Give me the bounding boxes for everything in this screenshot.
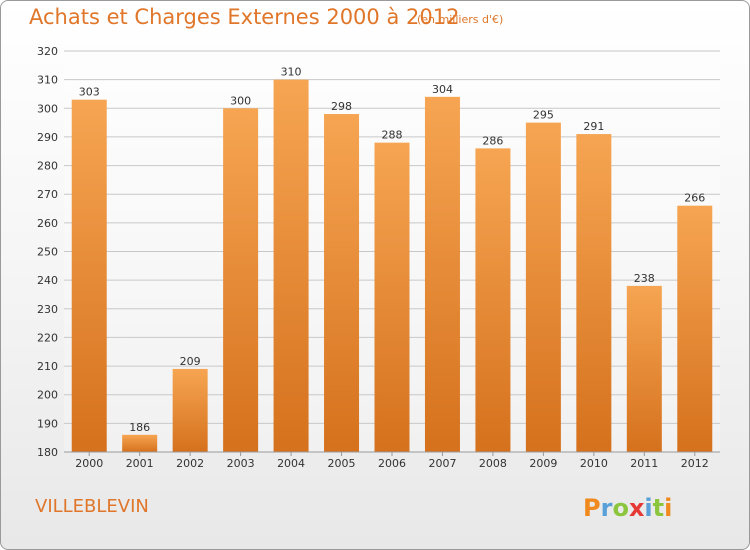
y-tick-label: 300 (37, 102, 58, 115)
data-label-2009: 295 (533, 109, 554, 122)
y-tick-label: 280 (37, 160, 58, 173)
x-tick-label: 2006 (378, 457, 406, 470)
data-label-2001: 186 (129, 421, 150, 434)
proxiti-logo: Proxiti (583, 494, 672, 522)
x-tick-label: 2001 (126, 457, 154, 470)
y-tick-label: 200 (37, 389, 58, 402)
chart-title: Achats et Charges Externes 2000 à 2012 (29, 5, 460, 29)
y-axis-ticks: 180 190 200 210 220 230 240 250 260 270 280 290 300 3… (37, 45, 58, 459)
y-tick-label: 290 (37, 131, 58, 144)
svg-text:Proxiti: Proxiti (583, 494, 672, 522)
data-label-2011: 238 (634, 272, 655, 285)
data-label-2002: 209 (180, 355, 201, 368)
x-tick-label: 2003 (227, 457, 255, 470)
x-tick-label: 2010 (580, 457, 608, 470)
data-label-2008: 286 (482, 134, 503, 147)
bar-2002 (172, 368, 208, 452)
x-tick-label: 2012 (681, 457, 709, 470)
bar-2010 (576, 134, 612, 453)
data-label-2000: 303 (79, 86, 100, 99)
y-tick-label: 230 (37, 303, 58, 316)
data-label-2003: 300 (230, 94, 251, 107)
y-tick-label: 210 (37, 360, 58, 373)
x-tick-label: 2008 (479, 457, 507, 470)
bar-2009 (525, 122, 561, 452)
x-tick-label: 2000 (75, 457, 103, 470)
bar-2004 (273, 79, 309, 453)
y-tick-label: 250 (37, 246, 58, 259)
data-label-2007: 304 (432, 83, 453, 96)
y-tick-label: 310 (37, 74, 58, 87)
y-tick-label: 190 (37, 417, 58, 430)
y-tick-label: 180 (37, 446, 58, 459)
y-tick-label: 270 (37, 188, 58, 201)
commune-name: VILLEBLEVIN (35, 496, 149, 517)
y-tick-label: 320 (37, 45, 58, 58)
bar-2007 (424, 96, 460, 452)
y-tick-label: 260 (37, 217, 58, 230)
x-tick-label: 2002 (176, 457, 204, 470)
bar-2003 (223, 108, 259, 453)
data-label-2005: 298 (331, 100, 352, 113)
bar-2001 (122, 434, 158, 452)
data-label-2004: 310 (281, 66, 302, 79)
bar-2011 (626, 285, 662, 452)
y-tick-label: 220 (37, 331, 58, 344)
bar-2005 (324, 114, 360, 452)
x-tick-label: 2005 (328, 457, 356, 470)
data-label-2012: 266 (684, 192, 705, 205)
x-tick-label: 2007 (428, 457, 456, 470)
data-label-2006: 288 (382, 129, 403, 142)
bar-2008 (475, 148, 511, 452)
bar-2006 (374, 142, 410, 452)
x-tick-label: 2004 (277, 457, 305, 470)
chart-subtitle: (en milliers d'€) (417, 13, 504, 26)
bars (71, 79, 713, 453)
bar-2000 (71, 99, 107, 452)
x-tick-label: 2009 (529, 457, 557, 470)
x-tick-label: 2011 (630, 457, 658, 470)
y-tick-label: 240 (37, 274, 58, 287)
data-labels: 303 186 209 300 310 298 288 304 286 295 291 238 266 (79, 66, 706, 434)
bar-2012 (677, 205, 713, 452)
data-label-2010: 291 (583, 120, 604, 133)
x-axis-ticks: 2000 2001 2002 2003 2004 2005 2006 2007 2008 2009… (75, 452, 709, 470)
